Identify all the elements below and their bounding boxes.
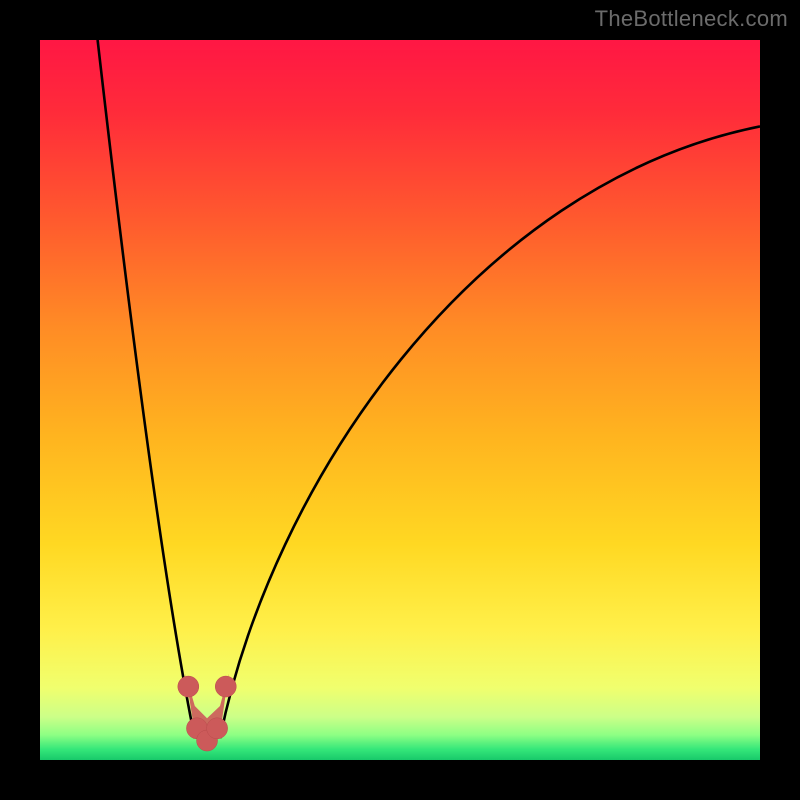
- frame-bottom: [0, 760, 800, 800]
- plot-area: [40, 40, 760, 760]
- frame-right: [760, 0, 800, 800]
- frame-left: [0, 0, 40, 800]
- chart-background: [40, 40, 760, 760]
- watermark-text: TheBottleneck.com: [595, 6, 788, 32]
